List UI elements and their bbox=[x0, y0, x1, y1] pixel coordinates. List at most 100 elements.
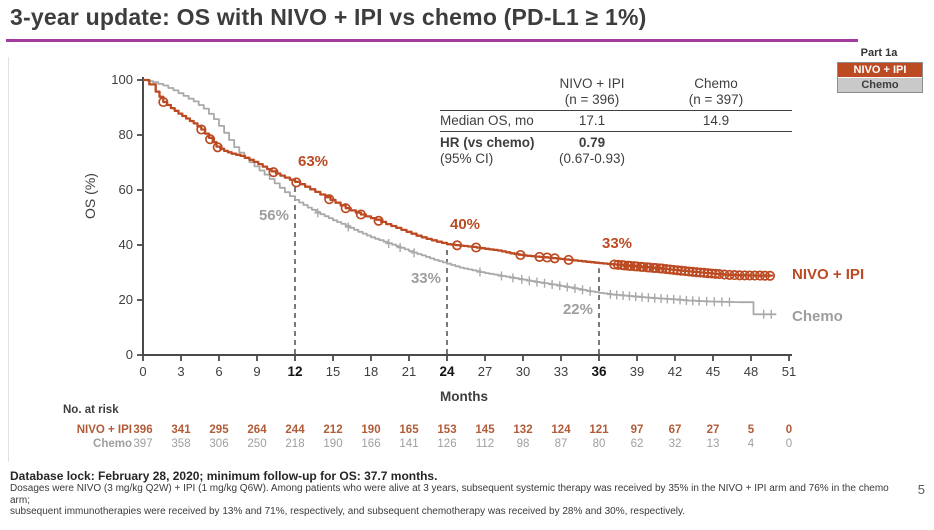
legend-item-nivo: NIVO + IPI bbox=[838, 63, 922, 77]
censor-circle-icon bbox=[196, 124, 207, 135]
censor-circle-icon bbox=[373, 215, 384, 226]
censor-circle-icon bbox=[631, 261, 643, 272]
risk-value: 306 bbox=[209, 438, 229, 450]
landmark-nivo-pct: 63% bbox=[298, 152, 329, 170]
footnotes: Database lock: February 28, 2020; minimu… bbox=[10, 469, 890, 518]
footnote-database-lock: Database lock: February 28, 2020; minimu… bbox=[10, 469, 438, 483]
censor-circle-icon bbox=[744, 270, 755, 281]
x-tick-label: 12 bbox=[287, 364, 303, 379]
stats-header-nivo: NIVO + IPI (n = 396) bbox=[559, 76, 625, 107]
risk-value: 141 bbox=[399, 438, 419, 450]
risk-value: 124 bbox=[551, 424, 571, 436]
censor-circle-icon bbox=[324, 194, 335, 205]
landmark-nivo-pct: 33% bbox=[602, 235, 633, 253]
censor-circle-icon bbox=[612, 259, 624, 270]
risk-value: 62 bbox=[630, 438, 644, 450]
risk-value: 0 bbox=[785, 438, 793, 450]
median-os-label: Median OS, mo bbox=[440, 113, 534, 128]
x-tick-label: 0 bbox=[139, 364, 147, 379]
y-tick-label: 40 bbox=[118, 237, 133, 252]
footnote-dosages-line1: Dosages were NIVO (3 mg/kg Q2W) + IPI (1… bbox=[10, 483, 889, 506]
median-os-nivo: 17.1 bbox=[578, 113, 606, 128]
curve-label-chemo: Chemo bbox=[792, 308, 843, 325]
censor-circle-icon bbox=[549, 253, 560, 264]
risk-value: 165 bbox=[399, 424, 419, 436]
curve-legend: NIVO + IPI Chemo bbox=[837, 62, 923, 93]
risk-value: 0 bbox=[785, 424, 793, 436]
censor-circle-icon bbox=[644, 262, 655, 273]
risk-value: 166 bbox=[361, 438, 381, 450]
censor-circle-icon bbox=[724, 269, 735, 280]
stats-table: NIVO + IPI (n = 396) Chemo (n = 397) Med… bbox=[440, 76, 792, 167]
x-tick-label: 51 bbox=[781, 364, 797, 379]
risk-value: 32 bbox=[668, 438, 682, 450]
censor-circle-icon bbox=[340, 203, 351, 214]
censor-circle-icon bbox=[754, 270, 765, 281]
x-tick-label: 42 bbox=[667, 364, 683, 379]
risk-value: 126 bbox=[437, 438, 457, 450]
risk-value: 212 bbox=[323, 424, 343, 436]
x-tick-label: 18 bbox=[363, 364, 379, 379]
risk-value: 396 bbox=[133, 424, 153, 436]
title-accent-rule bbox=[6, 39, 858, 42]
risk-value: 97 bbox=[630, 424, 644, 436]
risk-value: 27 bbox=[706, 424, 720, 436]
x-tick-label: 6 bbox=[215, 364, 223, 379]
censor-circle-icon bbox=[625, 260, 636, 271]
risk-value: 67 bbox=[668, 424, 682, 436]
risk-value: 132 bbox=[513, 424, 533, 436]
x-tick-label: 48 bbox=[743, 364, 759, 379]
risk-value: 358 bbox=[171, 438, 191, 450]
risk-value: 121 bbox=[589, 424, 609, 436]
censor-circle-icon bbox=[734, 270, 745, 281]
stats-median-row: Median OS, mo 17.1 14.9 bbox=[440, 111, 792, 132]
risk-value: 145 bbox=[475, 424, 495, 436]
curve-label-nivo: NIVO + IPI bbox=[792, 266, 865, 283]
x-tick-label: 27 bbox=[477, 364, 493, 379]
slide-left-border bbox=[8, 57, 9, 462]
censor-circle-icon bbox=[452, 240, 463, 251]
risk-value: 250 bbox=[247, 438, 267, 450]
landmark-nivo-pct: 40% bbox=[450, 216, 481, 233]
y-tick-label: 20 bbox=[118, 292, 133, 307]
risk-value: 112 bbox=[475, 438, 495, 450]
x-tick-label: 45 bbox=[705, 364, 721, 379]
y-tick-label: 60 bbox=[118, 182, 133, 197]
y-tick-label: 0 bbox=[125, 347, 133, 362]
risk-value: 218 bbox=[285, 438, 305, 450]
censor-circle-icon bbox=[749, 270, 760, 281]
risk-value: 4 bbox=[747, 438, 755, 450]
x-tick-label: 21 bbox=[401, 364, 417, 379]
y-tick-label: 80 bbox=[118, 127, 133, 142]
censor-circle-icon bbox=[355, 209, 366, 220]
risk-value: 13 bbox=[706, 438, 720, 450]
x-tick-label: 24 bbox=[439, 364, 455, 379]
censor-circle-icon bbox=[291, 177, 302, 188]
censor-circle-icon bbox=[212, 142, 223, 153]
censor-circle-icon bbox=[729, 270, 740, 281]
median-os-chemo: 14.9 bbox=[702, 113, 730, 128]
landmark-chemo-pct: 56% bbox=[258, 207, 289, 224]
censor-circle-icon bbox=[619, 260, 630, 271]
risk-value: 5 bbox=[747, 424, 755, 436]
x-tick-label: 3 bbox=[177, 364, 185, 379]
landmark-chemo-pct: 33% bbox=[410, 270, 441, 288]
risk-value: 98 bbox=[516, 438, 530, 450]
risk-value: 153 bbox=[437, 424, 457, 436]
risk-value: 295 bbox=[209, 424, 229, 436]
risk-value: 244 bbox=[285, 424, 305, 436]
landmark-chemo-pct: 22% bbox=[562, 300, 593, 318]
y-axis-label: OS (%) bbox=[82, 173, 98, 219]
risk-value: 264 bbox=[247, 424, 267, 436]
censor-circle-icon bbox=[638, 261, 649, 273]
x-tick-label: 9 bbox=[253, 364, 261, 379]
risk-value: 190 bbox=[361, 424, 381, 436]
risk-value: 80 bbox=[592, 438, 606, 450]
censor-circle-icon bbox=[158, 96, 169, 108]
x-tick-label: 33 bbox=[553, 364, 569, 379]
risk-value: 190 bbox=[323, 438, 343, 450]
y-tick-label: 100 bbox=[111, 72, 133, 87]
legend-item-chemo: Chemo bbox=[838, 77, 922, 92]
hr-value: 0.79 (0.67-0.93) bbox=[558, 135, 626, 166]
